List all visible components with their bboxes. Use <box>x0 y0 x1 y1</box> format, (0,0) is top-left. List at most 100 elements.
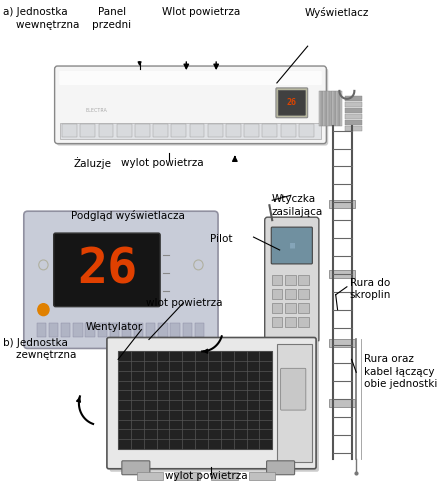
FancyBboxPatch shape <box>280 369 306 410</box>
Bar <box>61 323 70 337</box>
Bar <box>345 96 362 101</box>
Text: Podgląd wyświetlacza: Podgląd wyświetlacza <box>71 210 185 221</box>
Bar <box>272 275 283 285</box>
Bar <box>285 303 296 313</box>
Bar <box>263 124 277 136</box>
Bar <box>345 102 362 107</box>
Bar <box>174 472 200 480</box>
Bar <box>345 125 362 130</box>
FancyBboxPatch shape <box>107 338 316 469</box>
Bar <box>110 323 119 337</box>
Bar <box>298 303 309 313</box>
Text: wylot powietrza: wylot powietrza <box>165 471 247 481</box>
Text: |||: ||| <box>289 242 295 248</box>
Bar <box>299 124 314 136</box>
FancyBboxPatch shape <box>55 66 326 143</box>
FancyBboxPatch shape <box>265 217 319 343</box>
Text: Panel
przedni: Panel przedni <box>92 7 131 30</box>
FancyBboxPatch shape <box>24 211 218 349</box>
Bar <box>329 340 355 348</box>
Text: Wtyczka
zasilająca: Wtyczka zasilająca <box>271 194 323 217</box>
Bar <box>319 91 321 125</box>
Bar <box>117 124 132 136</box>
Bar <box>272 317 283 327</box>
Bar <box>345 114 362 119</box>
Text: wylot powietrza: wylot powietrza <box>121 157 203 167</box>
Bar <box>338 91 340 125</box>
Text: Wentylator: Wentylator <box>86 322 142 332</box>
FancyBboxPatch shape <box>267 461 295 475</box>
Bar <box>170 323 180 337</box>
Text: ELECTRA: ELECTRA <box>86 108 108 113</box>
Bar <box>153 124 168 136</box>
Bar <box>37 323 46 337</box>
FancyBboxPatch shape <box>271 227 312 264</box>
FancyBboxPatch shape <box>59 71 322 85</box>
Bar <box>158 323 168 337</box>
Bar <box>321 91 323 125</box>
Bar <box>329 270 355 278</box>
FancyBboxPatch shape <box>276 88 308 118</box>
Text: wlot powietrza: wlot powietrza <box>146 298 223 308</box>
Text: Rura oraz
kabel łączący
obie jednostki: Rura oraz kabel łączący obie jednostki <box>364 355 437 389</box>
FancyBboxPatch shape <box>122 461 150 475</box>
Bar <box>285 317 296 327</box>
Bar <box>190 124 204 136</box>
Bar <box>98 323 107 337</box>
Bar <box>336 91 338 125</box>
Bar <box>135 124 150 136</box>
Bar <box>137 472 163 480</box>
FancyBboxPatch shape <box>110 341 319 472</box>
Bar <box>60 123 321 138</box>
Text: Pilot: Pilot <box>211 234 233 244</box>
Text: Rura do
skroplin: Rura do skroplin <box>350 278 391 300</box>
Bar <box>272 289 283 299</box>
Circle shape <box>38 304 49 316</box>
Text: a) Jednostka
    wewnętrzna: a) Jednostka wewnętrzna <box>3 7 80 30</box>
Text: 26: 26 <box>77 246 137 294</box>
FancyBboxPatch shape <box>278 91 306 115</box>
Text: Wyświetlacz: Wyświetlacz <box>305 7 369 18</box>
Bar <box>285 275 296 285</box>
Bar <box>280 124 296 136</box>
FancyBboxPatch shape <box>54 233 160 307</box>
Bar <box>73 323 82 337</box>
Bar <box>345 108 362 113</box>
Bar <box>329 200 355 208</box>
Bar <box>99 124 113 136</box>
Bar <box>298 275 309 285</box>
Bar <box>208 124 223 136</box>
Text: b) Jednostka
    zewnętrzna: b) Jednostka zewnętrzna <box>3 338 77 360</box>
Bar <box>323 91 325 125</box>
FancyBboxPatch shape <box>56 68 328 145</box>
Bar <box>226 124 241 136</box>
Bar <box>285 289 296 299</box>
Bar <box>249 472 275 480</box>
Text: Wlot powietrza: Wlot powietrza <box>162 7 240 17</box>
Bar <box>195 323 204 337</box>
Bar <box>134 323 143 337</box>
Bar <box>244 124 259 136</box>
Bar <box>325 91 327 125</box>
Bar <box>62 124 77 136</box>
Bar <box>332 91 334 125</box>
Bar <box>171 124 186 136</box>
Bar <box>340 91 342 125</box>
Bar <box>345 120 362 124</box>
Text: Żaluzje: Żaluzje <box>73 157 112 169</box>
Bar <box>327 91 329 125</box>
Bar <box>80 124 95 136</box>
Bar <box>118 352 272 449</box>
Bar <box>272 303 283 313</box>
Bar <box>329 91 332 125</box>
Bar <box>86 323 95 337</box>
Bar <box>122 323 131 337</box>
Bar <box>49 323 58 337</box>
Bar <box>146 323 155 337</box>
Bar <box>211 472 237 480</box>
Bar <box>329 399 355 407</box>
Bar <box>277 345 312 462</box>
Bar <box>298 317 309 327</box>
Text: 26: 26 <box>287 98 297 108</box>
Bar <box>298 289 309 299</box>
